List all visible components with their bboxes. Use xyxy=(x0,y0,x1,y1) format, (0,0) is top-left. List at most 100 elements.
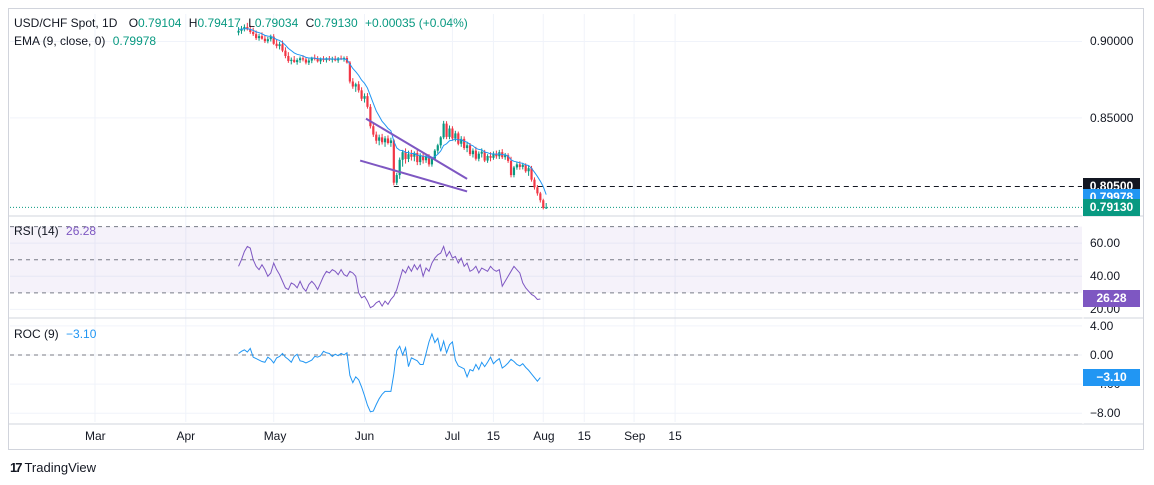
candle-body xyxy=(492,153,495,158)
candle-body xyxy=(533,179,536,188)
candle xyxy=(424,154,428,163)
rsi-legend-name: RSI (14) xyxy=(14,224,59,238)
candle-body xyxy=(504,155,507,158)
candle-body xyxy=(319,58,322,62)
channel-upper-line xyxy=(365,117,468,180)
tradingview-logo-icon: 17 xyxy=(10,460,23,475)
candle-body xyxy=(486,155,489,161)
ema-legend-value: 0.79978 xyxy=(112,34,157,48)
close-label: C xyxy=(305,16,315,30)
symbol-title: USD/CHF Spot, 1D xyxy=(14,16,118,30)
candle xyxy=(515,162,518,170)
high-value: 0.79417 xyxy=(197,16,241,30)
candle xyxy=(398,157,401,179)
candle xyxy=(263,35,267,44)
candle-body xyxy=(424,156,428,161)
tradingview-brand[interactable]: 17 TradingView xyxy=(10,460,96,475)
roc-tick-label: 0.00 xyxy=(1090,347,1114,362)
candle-body xyxy=(246,26,249,30)
candle xyxy=(463,136,466,150)
candle-body xyxy=(536,187,539,194)
candle-body xyxy=(366,96,369,107)
candle-body xyxy=(454,133,457,139)
candle-body xyxy=(296,60,299,63)
candle-body xyxy=(465,145,469,149)
candle-body xyxy=(413,152,416,157)
pane-separators xyxy=(9,9,1144,425)
candle xyxy=(436,143,439,154)
candle-body xyxy=(422,155,425,161)
candle-body xyxy=(407,154,410,160)
date-axis-label: Jul xyxy=(444,429,461,443)
rsi-tick-label: 40.00 xyxy=(1090,269,1121,284)
candle-body xyxy=(480,151,483,154)
candle xyxy=(298,56,302,63)
rsi-legend-value: 26.28 xyxy=(66,224,97,238)
candle-body xyxy=(477,153,480,159)
date-axis-label: 15 xyxy=(486,429,501,443)
candle xyxy=(313,54,316,61)
candle-body xyxy=(392,140,395,183)
candle xyxy=(240,25,243,34)
candle xyxy=(521,162,524,170)
date-axis-label: Mar xyxy=(84,429,106,443)
price-pane[interactable] xyxy=(10,22,1082,210)
change-value: +0.00035 (+0.04%) xyxy=(365,16,468,30)
candle xyxy=(275,39,278,49)
candle-body xyxy=(275,43,278,47)
candle-body xyxy=(495,153,498,157)
candle xyxy=(278,41,281,50)
candle-body xyxy=(439,137,442,146)
candle xyxy=(293,55,296,63)
candle-body xyxy=(395,175,398,183)
candle xyxy=(416,149,419,166)
candle xyxy=(389,137,392,147)
candle-body xyxy=(360,90,363,99)
low-value: 0.79034 xyxy=(254,16,299,30)
candle xyxy=(457,131,460,146)
candle xyxy=(334,55,337,62)
candle-body xyxy=(545,207,548,209)
candle-body xyxy=(304,59,308,63)
candle-body xyxy=(240,28,243,31)
candle-body xyxy=(419,155,422,163)
rsi-pane[interactable] xyxy=(10,226,1082,309)
candle-body xyxy=(260,36,264,39)
candle-body xyxy=(448,128,451,137)
chart-frame xyxy=(8,8,1144,450)
roc-pane[interactable] xyxy=(10,332,1082,413)
candle-body xyxy=(515,164,518,168)
candle xyxy=(454,130,457,142)
candle xyxy=(533,177,536,190)
candle-body xyxy=(451,128,454,139)
candle-body xyxy=(252,32,255,35)
candle-body xyxy=(351,81,354,87)
candle-body xyxy=(381,137,384,143)
candle xyxy=(337,57,340,63)
rsi-legend[interactable]: RSI (14) 26.28 xyxy=(14,224,96,238)
candle xyxy=(465,142,469,153)
price-tick-label: 0.85000 xyxy=(1090,110,1134,125)
candle xyxy=(536,184,539,196)
roc-tick-label: −8.00 xyxy=(1090,406,1121,421)
candle xyxy=(272,34,275,45)
candle xyxy=(486,154,489,163)
candle xyxy=(545,203,548,209)
candle-body xyxy=(474,150,477,159)
candle-body xyxy=(369,106,372,127)
candle xyxy=(512,165,516,178)
ema-legend[interactable]: EMA (9, close, 0) 0.79978 xyxy=(14,34,156,48)
price-axis-badge: 0.79130 xyxy=(1083,198,1140,216)
candle-body xyxy=(272,36,275,44)
roc-tick-label: 4.00 xyxy=(1090,318,1114,333)
candle-body xyxy=(348,62,351,82)
candle-body xyxy=(463,138,466,149)
candle-body xyxy=(410,154,413,157)
candle xyxy=(372,123,375,137)
roc-legend[interactable]: ROC (9) −3.10 xyxy=(14,327,96,341)
rsi-tick-label: 60.00 xyxy=(1090,236,1121,251)
channel-lower-line xyxy=(359,159,468,193)
candle-body xyxy=(378,137,381,141)
candle xyxy=(325,57,328,63)
